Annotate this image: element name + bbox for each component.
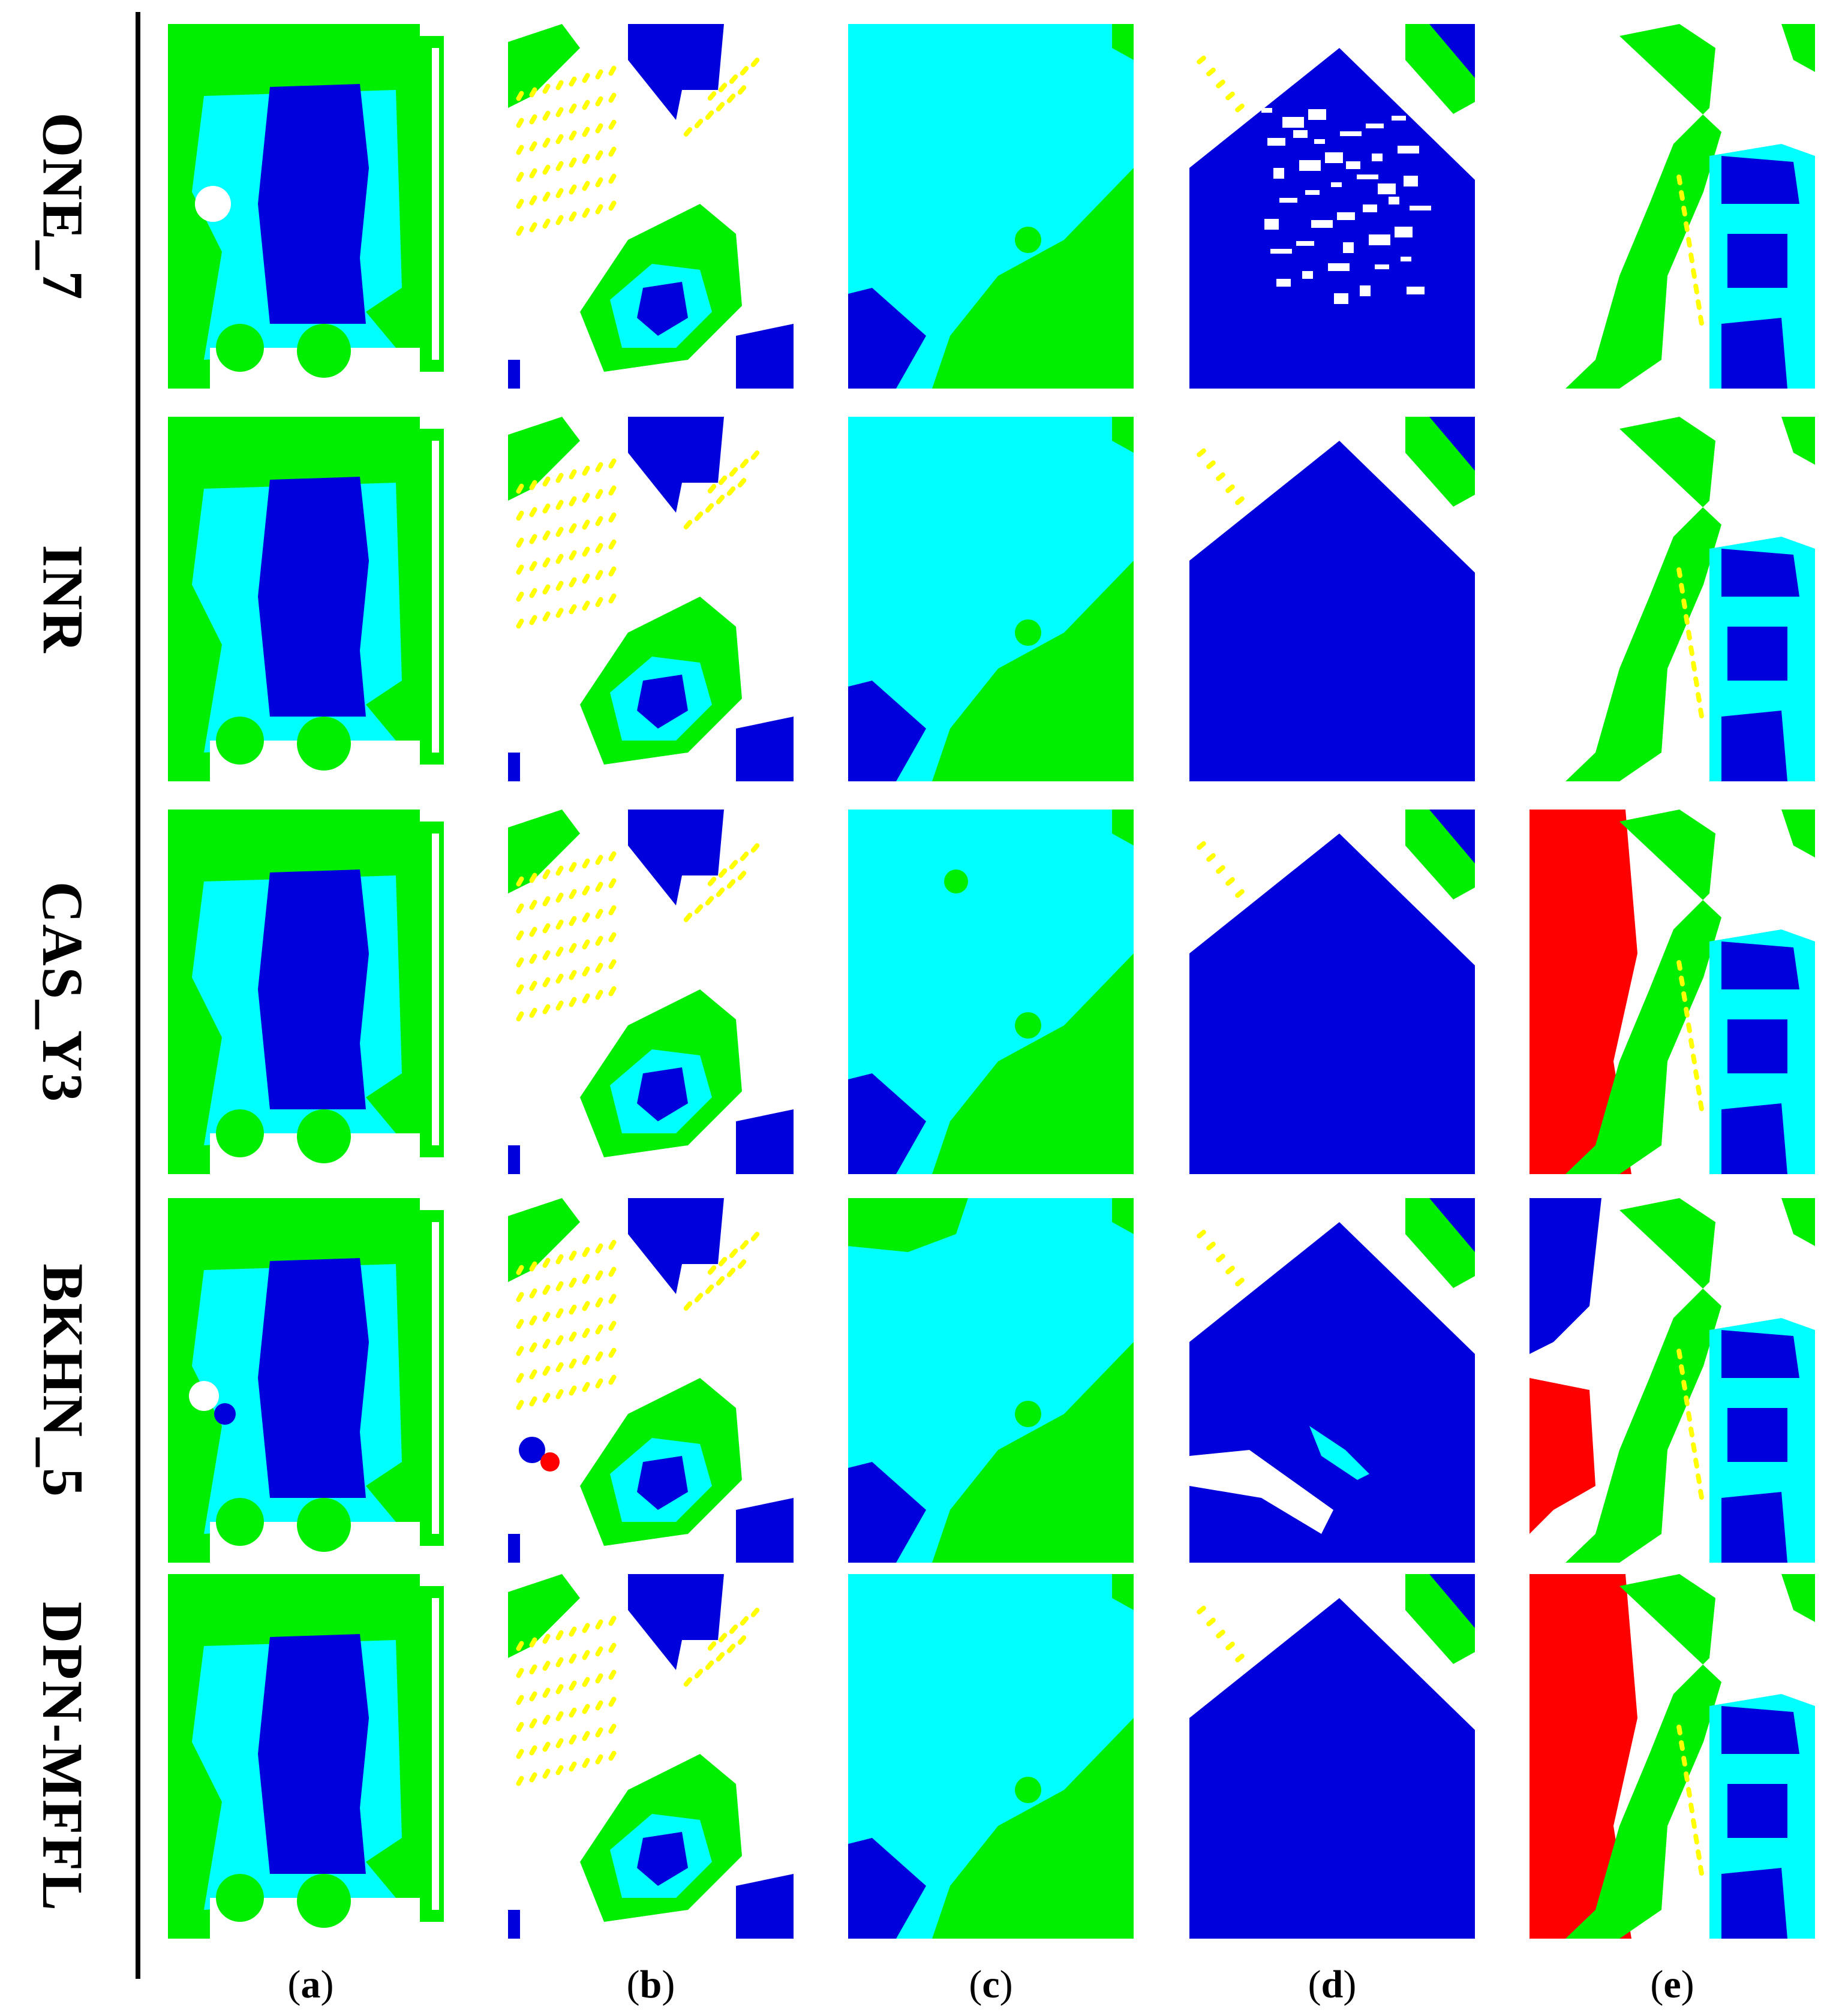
row-label-text: DPN-MFFL: [31, 1601, 95, 1912]
segmentation-map-0-2: [848, 24, 1134, 389]
segmentation-map-2-2: [848, 810, 1134, 1174]
column-label-letter: b: [639, 1963, 662, 2006]
row-label-1: INR: [0, 417, 126, 781]
segmentation-map-3-4: [1529, 1198, 1815, 1563]
vertical-divider-line: [136, 12, 140, 1979]
row-label-2: CAS_Y3: [0, 810, 126, 1174]
segmentation-map-1-3: [1189, 417, 1475, 781]
segmentation-map-4-3: [1189, 1574, 1475, 1939]
segmentation-map-3-2: [848, 1198, 1134, 1563]
segmentation-map-4-2: [848, 1574, 1134, 1939]
row-label-text: INR: [31, 544, 95, 654]
column-label-letter: e: [1663, 1963, 1681, 2006]
row-label-text: CAS_Y3: [31, 881, 95, 1103]
column-label-0: (a): [287, 1963, 334, 2006]
segmentation-map-1-2: [848, 417, 1134, 781]
row-label-4: DPN-MFFL: [0, 1574, 126, 1939]
segmentation-map-4-1: [508, 1574, 794, 1939]
segmentation-map-3-3: [1189, 1198, 1475, 1563]
column-label-3: (d): [1308, 1963, 1357, 2006]
row-label-text: BKHN_5: [31, 1263, 95, 1498]
column-label-1: (b): [626, 1963, 675, 2006]
column-label-4: (e): [1650, 1963, 1694, 2006]
segmentation-map-2-4: [1529, 810, 1815, 1174]
column-label-letter: d: [1321, 1963, 1344, 2006]
row-label-3: BKHN_5: [0, 1198, 126, 1563]
column-label-2: (c): [969, 1963, 1013, 2006]
segmentation-map-4-4: [1529, 1574, 1815, 1939]
segmentation-map-4-0: [168, 1574, 453, 1939]
segmentation-map-0-4: [1529, 24, 1815, 389]
segmentation-map-0-0: [168, 24, 453, 389]
segmentation-map-1-0: [168, 417, 453, 781]
segmentation-map-2-1: [508, 810, 794, 1174]
column-label-letter: c: [982, 1963, 1000, 2006]
column-label-letter: a: [301, 1963, 321, 2006]
row-label-0: ONE_7: [0, 24, 126, 389]
segmentation-map-3-0: [168, 1198, 453, 1563]
segmentation-map-1-1: [508, 417, 794, 781]
row-label-text: ONE_7: [31, 112, 95, 301]
segmentation-map-3-1: [508, 1198, 794, 1563]
segmentation-map-2-3: [1189, 810, 1475, 1174]
segmentation-map-1-4: [1529, 417, 1815, 781]
segmentation-map-0-1: [508, 24, 794, 389]
segmentation-map-2-0: [168, 810, 453, 1174]
segmentation-map-0-3: [1189, 24, 1475, 389]
